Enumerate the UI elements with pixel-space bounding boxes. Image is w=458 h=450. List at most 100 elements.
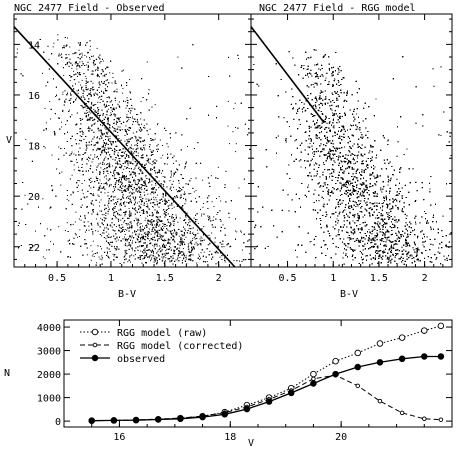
star-point xyxy=(114,167,116,169)
star-point xyxy=(97,212,99,214)
star-point xyxy=(123,197,125,199)
star-point xyxy=(86,41,88,43)
star-point xyxy=(86,108,88,110)
star-point xyxy=(82,193,84,195)
star-point xyxy=(92,82,94,84)
star-point xyxy=(159,245,161,247)
star-point xyxy=(163,253,165,255)
star-point xyxy=(86,254,88,256)
star-point xyxy=(89,93,91,94)
star-point xyxy=(147,238,149,240)
star-point xyxy=(144,149,146,151)
star-point xyxy=(152,231,154,233)
star-point xyxy=(197,244,199,246)
star-point xyxy=(157,238,159,240)
star-point xyxy=(109,72,111,74)
star-point xyxy=(167,240,169,242)
star-point xyxy=(111,109,113,111)
star-point xyxy=(179,188,181,189)
star-point xyxy=(128,119,130,121)
star-point xyxy=(162,223,164,225)
star-point xyxy=(149,224,151,226)
star-point xyxy=(163,235,164,237)
star-point xyxy=(78,151,79,153)
star-point xyxy=(50,118,52,120)
star-point xyxy=(119,101,120,103)
star-point xyxy=(202,260,204,262)
star-point xyxy=(159,251,161,253)
star-point xyxy=(60,121,62,123)
star-point xyxy=(158,187,160,189)
star-point xyxy=(167,146,169,148)
star-point xyxy=(92,70,94,72)
star-point xyxy=(91,103,92,105)
star-point xyxy=(220,200,222,202)
star-point xyxy=(124,231,125,232)
star-point xyxy=(117,126,119,128)
star-point xyxy=(193,217,195,219)
star-point xyxy=(173,240,175,242)
star-point xyxy=(44,147,46,149)
star-point xyxy=(224,261,226,263)
star-point xyxy=(73,169,75,171)
star-point xyxy=(183,197,184,199)
star-point xyxy=(131,187,133,189)
star-point xyxy=(146,222,148,224)
star-point xyxy=(116,226,118,227)
star-point xyxy=(227,125,229,127)
star-point xyxy=(89,49,91,51)
star-point xyxy=(118,138,120,139)
star-point xyxy=(108,233,110,235)
star-point xyxy=(146,203,148,205)
star-point xyxy=(131,249,133,251)
star-point xyxy=(105,215,107,216)
star-point xyxy=(91,250,93,252)
star-point xyxy=(118,209,120,211)
star-point xyxy=(173,201,174,203)
star-point xyxy=(172,180,174,182)
star-point xyxy=(119,117,121,118)
star-point xyxy=(110,157,112,159)
star-point xyxy=(202,206,204,208)
cmd-observed-points xyxy=(16,34,251,266)
star-point xyxy=(115,202,117,204)
star-point xyxy=(141,172,143,174)
star-point xyxy=(160,157,162,159)
star-point xyxy=(152,221,154,223)
star-point xyxy=(174,253,176,255)
cmd-observed-title: NGC 2477 Field - Observed xyxy=(14,3,165,14)
star-point xyxy=(156,219,158,221)
star-point xyxy=(44,258,46,260)
star-point xyxy=(79,61,81,63)
star-point xyxy=(162,259,164,261)
star-point xyxy=(151,230,153,232)
star-point xyxy=(114,208,116,209)
star-point xyxy=(64,47,65,49)
star-point xyxy=(88,160,90,162)
star-point xyxy=(132,132,134,134)
star-point xyxy=(107,108,109,110)
star-point xyxy=(141,236,142,238)
star-point xyxy=(90,112,92,114)
star-point xyxy=(135,217,137,219)
star-point xyxy=(69,46,71,48)
star-point xyxy=(105,142,107,144)
star-point xyxy=(167,252,169,254)
star-point xyxy=(197,232,199,234)
star-point xyxy=(128,129,130,131)
star-point xyxy=(45,122,47,124)
star-point xyxy=(103,160,105,161)
star-point xyxy=(162,236,164,238)
star-point xyxy=(110,101,112,103)
star-point xyxy=(119,208,121,210)
star-point xyxy=(165,244,167,246)
star-point xyxy=(195,238,197,240)
star-point xyxy=(189,255,191,257)
star-point xyxy=(74,63,76,65)
star-point xyxy=(163,180,165,182)
star-point xyxy=(108,186,110,188)
star-point xyxy=(112,158,114,160)
star-point xyxy=(163,200,165,202)
star-point xyxy=(96,262,98,264)
star-point xyxy=(141,228,143,230)
